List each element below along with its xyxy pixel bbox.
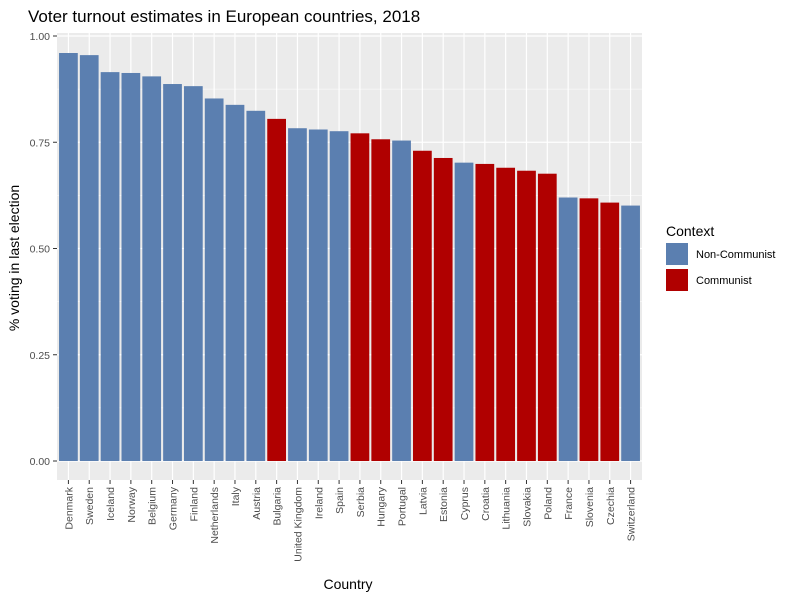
x-tick-label-czechia: Czechia <box>605 487 617 525</box>
legend-swatch-communist <box>666 269 688 291</box>
bar-netherlands <box>204 98 224 461</box>
bar-austria <box>246 110 266 462</box>
bar-united-kingdom <box>288 128 307 461</box>
x-tick-label-ireland: Ireland <box>313 487 325 519</box>
bar-belgium <box>142 76 162 461</box>
x-tick-label-bulgaria: Bulgaria <box>272 487 284 526</box>
y-tick-label: 0.25 <box>30 350 51 362</box>
x-tick-label-portugal: Portugal <box>397 487 409 526</box>
bar-lithuania <box>496 167 516 461</box>
x-tick-label-hungary: Hungary <box>376 486 388 526</box>
x-tick-label-serbia: Serbia <box>355 487 367 518</box>
bar-italy <box>225 104 245 461</box>
y-tick-label: 0.75 <box>30 137 51 149</box>
bar-france <box>558 197 578 461</box>
x-tick-label-latvia: Latvia <box>417 487 429 515</box>
x-tick-label-norway: Norway <box>126 486 138 522</box>
x-tick-label-germany: Germany <box>168 486 180 530</box>
x-tick-label-iceland: Iceland <box>105 487 117 521</box>
bar-latvia <box>413 150 432 461</box>
x-tick-label-switzerland: Switzerland <box>626 487 638 541</box>
x-tick-label-italy: Italy <box>230 486 242 506</box>
bar-sweden <box>79 55 99 461</box>
legend-label-non-communist: Non-Communist <box>696 249 775 261</box>
bars <box>59 53 640 462</box>
bar-slovenia <box>579 198 599 461</box>
y-axis: 0.00 0.25 0.50 0.75 1.00 <box>30 31 57 468</box>
chart-title: Voter turnout estimates in European coun… <box>28 7 420 26</box>
y-tick-label: 1.00 <box>30 31 51 43</box>
bar-norway <box>121 72 141 461</box>
x-tick-label-estonia: Estonia <box>438 487 450 522</box>
bar-croatia <box>475 163 495 462</box>
legend-label-communist: Communist <box>696 275 752 287</box>
x-tick-label-denmark: Denmark <box>63 486 75 529</box>
x-axis: Denmark Sweden Iceland Norway Belgium Germany… <box>63 480 638 562</box>
x-tick-label-croatia: Croatia <box>480 487 492 521</box>
x-tick-label-finland: Finland <box>188 487 200 522</box>
bar-denmark <box>59 53 78 461</box>
y-tick-label: 0.50 <box>30 244 51 256</box>
x-tick-label-poland: Poland <box>542 487 554 520</box>
x-tick-label-slovakia: Slovakia <box>521 487 533 527</box>
y-tick-label: 0.00 <box>30 456 51 468</box>
x-tick-label-cyprus: Cyprus <box>459 487 471 520</box>
x-tick-label-sweden: Sweden <box>84 487 96 525</box>
bar-germany <box>163 84 182 462</box>
x-tick-label-netherlands: Netherlands <box>209 487 221 544</box>
legend-title: Context <box>666 223 714 239</box>
bar-iceland <box>100 72 120 461</box>
bar-czechia <box>600 202 620 461</box>
bar-bulgaria <box>267 118 286 461</box>
bar-ireland <box>308 129 328 461</box>
legend-swatch-non-communist <box>666 243 688 265</box>
y-axis-title: % voting in last election <box>6 185 22 331</box>
bar-serbia <box>350 133 370 461</box>
x-tick-label-lithuania: Lithuania <box>501 487 513 530</box>
bar-spain <box>329 131 349 461</box>
x-tick-label-belgium: Belgium <box>147 487 159 525</box>
bar-slovakia <box>517 170 536 461</box>
x-tick-label-spain: Spain <box>334 487 346 514</box>
x-tick-label-france: France <box>563 487 575 520</box>
x-axis-title: Country <box>323 576 372 592</box>
legend: Context Non-Communist Communist <box>666 223 775 291</box>
bar-finland <box>183 86 203 462</box>
bar-estonia <box>433 157 453 461</box>
x-tick-label-austria: Austria <box>251 487 263 520</box>
bar-cyprus <box>454 162 474 461</box>
x-tick-label-slovenia: Slovenia <box>584 487 596 527</box>
bar-portugal <box>392 140 411 462</box>
bar-hungary <box>371 139 391 461</box>
x-tick-label-united-kingdom: United Kingdom <box>292 487 304 562</box>
bar-poland <box>537 173 557 461</box>
bar-switzerland <box>621 205 640 461</box>
